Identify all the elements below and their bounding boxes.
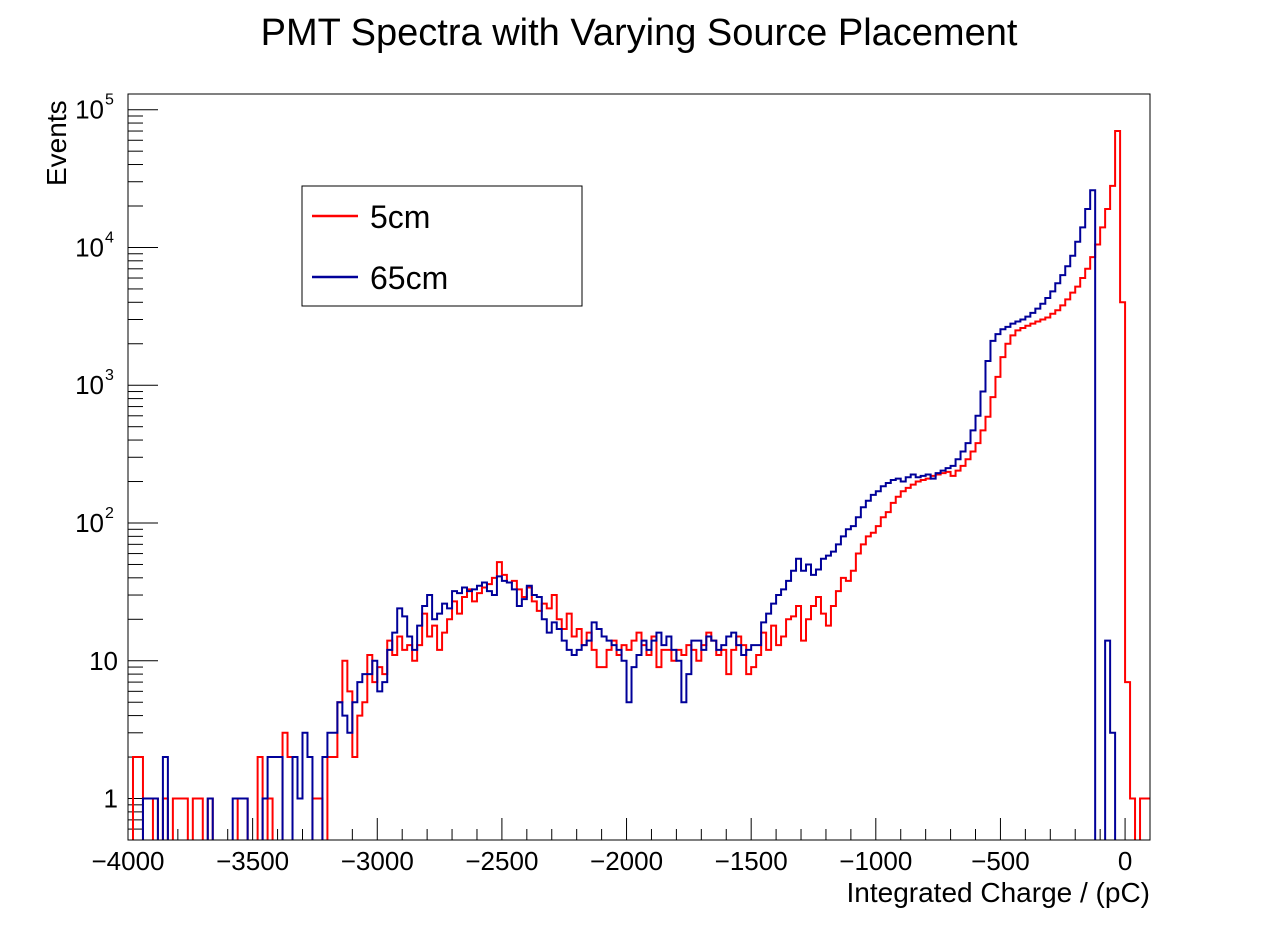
x-axis-title: Integrated Charge / (pC) <box>847 877 1151 908</box>
x-tick-label: −3500 <box>216 846 289 876</box>
x-tick-label: 0 <box>1118 846 1132 876</box>
x-tick-label: −3000 <box>341 846 414 876</box>
y-tick-label: 10 <box>75 95 104 125</box>
y-tick-exponent: 4 <box>105 229 114 246</box>
y-tick-label: 10 <box>75 370 104 400</box>
x-tick-label: −2000 <box>590 846 663 876</box>
x-tick-label: −500 <box>971 846 1030 876</box>
y-tick-label: 10 <box>75 232 104 262</box>
y-tick-label: 10 <box>89 646 118 676</box>
y-tick-label: 1 <box>104 784 118 814</box>
legend: 5cm 65cm <box>301 185 583 307</box>
y-axis-title: Events <box>41 100 72 186</box>
series-line-5cm <box>131 130 1150 840</box>
x-tick-label: −4000 <box>91 846 164 876</box>
series-line-65cm <box>141 189 1117 840</box>
plot-series <box>131 130 1150 840</box>
x-tick-label: −1500 <box>715 846 788 876</box>
y-tick-exponent: 5 <box>105 92 114 109</box>
x-axis: −4000 −3500 −3000 −2500 −2000 −1500 −1000 −500 0 <box>91 818 1151 876</box>
x-tick-label: −1000 <box>839 846 912 876</box>
legend-box <box>301 185 583 307</box>
x-tick-label: −2500 <box>465 846 538 876</box>
legend-label-5cm: 5cm <box>370 199 430 235</box>
chart-title: PMT Spectra with Varying Source Placemen… <box>261 12 1018 54</box>
y-tick-label: 10 <box>75 508 104 538</box>
plot-frame <box>127 93 1151 841</box>
legend-label-65cm: 65cm <box>370 260 448 296</box>
y-tick-exponent: 3 <box>105 367 114 384</box>
y-tick-exponent: 2 <box>105 505 114 522</box>
